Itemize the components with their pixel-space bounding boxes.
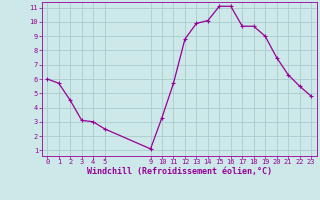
X-axis label: Windchill (Refroidissement éolien,°C): Windchill (Refroidissement éolien,°C) xyxy=(87,167,272,176)
